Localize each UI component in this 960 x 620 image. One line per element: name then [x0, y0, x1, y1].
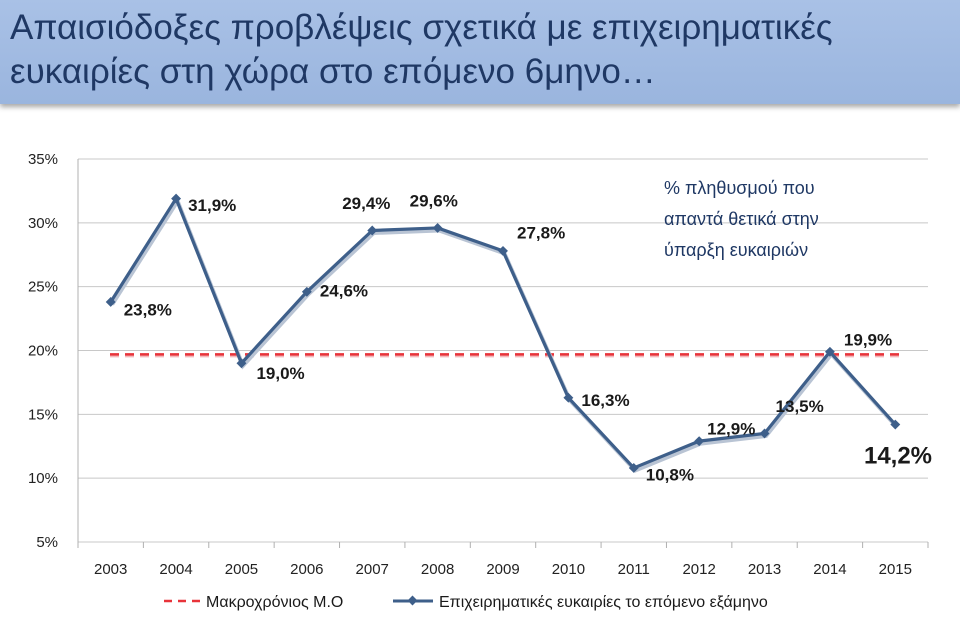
data-label: 12,9%	[707, 420, 755, 439]
data-point	[694, 436, 705, 447]
series-line-path	[109, 196, 897, 470]
x-tick-label: 2005	[225, 561, 258, 578]
data-point	[432, 222, 443, 233]
x-tick-label: 2014	[813, 561, 846, 578]
x-tick-label: 2007	[356, 561, 389, 578]
data-label: 29,6%	[410, 191, 458, 210]
data-point	[890, 419, 901, 430]
x-tick-label: 2013	[748, 561, 781, 578]
data-label: 31,9%	[188, 196, 236, 215]
data-label: 19,0%	[256, 364, 304, 383]
data-point	[563, 392, 574, 403]
y-axis-ticks: 5% 10% 15% 20% 25% 30% 35%	[28, 151, 58, 551]
data-point	[236, 358, 247, 369]
series-line	[105, 193, 901, 473]
x-tick-label: 2008	[421, 561, 454, 578]
data-label: 13,5%	[776, 397, 824, 416]
chart-title: Απαισιόδοξες προβλέψεις σχετικά με επιχε…	[10, 8, 833, 91]
data-label: 29,4%	[342, 194, 390, 213]
data-point	[498, 245, 508, 256]
y-tick-label: 30%	[28, 215, 58, 232]
x-tick-label: 2009	[486, 561, 519, 578]
data-label: 19,9%	[844, 330, 892, 349]
y-tick-label: 15%	[28, 406, 58, 423]
annotation-line-2: απαντά θετικά στην	[664, 209, 819, 229]
y-tick-label: 20%	[28, 343, 58, 360]
data-label: 24,6%	[320, 281, 368, 300]
x-tick-label: 2010	[552, 561, 585, 578]
title-bar: Απαισιόδοξες προβλέψεις σχετικά με επιχε…	[0, 0, 960, 104]
x-tick-label: 2011	[618, 561, 650, 578]
annotation-line-1: % πληθυσμού που	[664, 178, 815, 198]
data-point	[628, 463, 639, 473]
legend-series-label: Επιχειρηματικές ευκαιρίες το επόμενο εξά…	[439, 594, 768, 611]
data-labels: 23,8% 31,9% 19,0% 24,6% 29,4% 29,6% 27,8% 16,3%…	[124, 191, 932, 484]
x-tick-label: 2003	[94, 561, 127, 578]
annotation-text: % πληθυσμού που απαντά θετικά στην ύπαρξ…	[664, 178, 819, 260]
x-tick-label: 2015	[879, 561, 912, 578]
y-tick-label: 25%	[28, 279, 58, 296]
x-axis: 2003 2004 2005 2006 2007 2008 2009 2010 2011 2012…	[77, 542, 929, 578]
data-point	[367, 225, 378, 236]
line-chart: 5%10%15%20%25%30%35% 2003 2004 2005 2006 200…	[28, 151, 932, 611]
legend-series-marker	[407, 595, 418, 606]
annotation-line-3: ύπαρξη ευκαιριών	[664, 240, 808, 260]
y-tick-label: 35%	[28, 151, 58, 168]
x-tick-label: 2004	[159, 561, 192, 578]
data-point	[824, 346, 835, 357]
legend: Μακροχρόνιος Μ.Ο Επιχειρηματικές ευκαιρί…	[164, 594, 768, 611]
gridlines	[77, 158, 928, 543]
data-label: 23,8%	[124, 300, 172, 319]
data-point	[171, 193, 182, 204]
data-label: 10,8%	[646, 465, 694, 484]
x-tick-label: 2006	[290, 561, 323, 578]
average-line	[110, 353, 905, 358]
legend-average-label: Μακροχρόνιος Μ.Ο	[206, 594, 343, 611]
data-label: 14,2%	[864, 442, 932, 469]
y-tick-label: 5%	[36, 534, 58, 551]
data-label: 16,3%	[581, 391, 629, 410]
data-label: 27,8%	[517, 223, 565, 242]
x-tick-label: 2012	[682, 561, 715, 578]
y-tick-label: 10%	[28, 470, 58, 487]
data-point	[759, 428, 770, 439]
data-point	[301, 286, 312, 297]
